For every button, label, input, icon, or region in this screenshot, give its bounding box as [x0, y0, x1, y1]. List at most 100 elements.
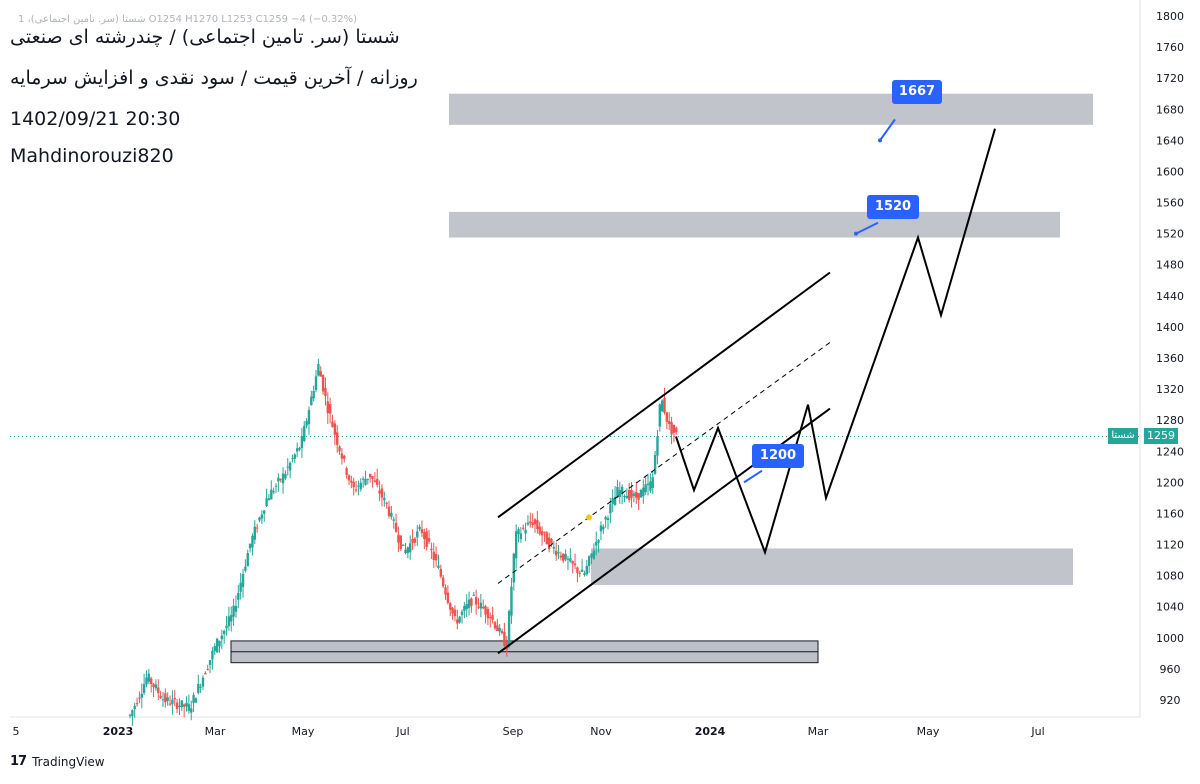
y-tick-label: 1720 [1156, 72, 1184, 85]
x-tick-label: Jul [395, 725, 409, 738]
candle-body [241, 573, 245, 588]
candle-body [514, 531, 518, 559]
candle-body [559, 555, 563, 558]
candle-body [606, 518, 610, 520]
candle-body [145, 677, 148, 685]
x-tick-label: Mar [205, 725, 226, 738]
candle-body [620, 486, 624, 495]
candle-body [660, 400, 664, 412]
candle-body [321, 375, 325, 392]
projection-path [675, 128, 996, 556]
candle-body [663, 398, 666, 413]
candle-body [338, 446, 341, 452]
candle-body [470, 598, 473, 606]
candle-body [364, 478, 367, 485]
price-zone [449, 211, 1060, 238]
candle-body [237, 592, 240, 600]
candle-body [185, 702, 188, 707]
channel-anchor-dot [586, 514, 592, 521]
candle-body [350, 480, 353, 483]
tradingview-logo[interactable]: 17 TradingView [10, 754, 105, 769]
candle-body [446, 592, 450, 603]
candle-body [222, 630, 226, 635]
candle-body [482, 606, 485, 609]
x-tick-label: Jul [1030, 725, 1044, 738]
candle-body [246, 552, 249, 567]
candle-body [154, 684, 158, 689]
candle-body [201, 677, 205, 687]
chart-title: شستا (سر. تامین اجتماعی) / چندرشته ای صن… [10, 26, 400, 48]
candle-body [399, 535, 402, 549]
candle-body [142, 684, 146, 693]
candle-body [138, 697, 141, 699]
candle-body [397, 534, 400, 543]
candle-body [552, 547, 556, 549]
y-tick-label: 1640 [1156, 134, 1184, 147]
y-tick-label: 1080 [1156, 570, 1184, 583]
chart-datetime: 1402/09/21 20:30 [10, 108, 181, 130]
y-tick-label: 1440 [1156, 290, 1184, 303]
candle-body [642, 487, 645, 497]
candle-body [333, 423, 337, 435]
candle-body [208, 659, 212, 666]
candle-body [658, 404, 662, 427]
y-tick-label: 1560 [1156, 197, 1184, 210]
candle-body [526, 522, 530, 525]
candle-body [444, 587, 447, 595]
candle-body [484, 606, 487, 615]
candle-body [171, 699, 174, 705]
x-tick-label: 2023 [103, 725, 134, 738]
candle-body [314, 376, 318, 390]
candle-body [376, 478, 379, 485]
candle-body [453, 609, 457, 616]
candle-body [300, 435, 304, 448]
candle-body [394, 522, 398, 532]
candle-body [354, 489, 358, 491]
candle-body [175, 702, 179, 710]
candle-body [383, 497, 386, 501]
target-label-1520[interactable]: 1520 [867, 195, 919, 219]
candle-body [248, 543, 252, 549]
candle-body [326, 401, 329, 414]
candle-body [197, 683, 200, 693]
candle-body [401, 544, 405, 546]
candle-body [373, 480, 377, 482]
candle-body [550, 539, 553, 544]
x-tick-label: 2024 [695, 725, 726, 738]
candle-body [635, 491, 638, 498]
candle-body [218, 640, 221, 647]
candle-body [493, 622, 497, 629]
candle-body [460, 611, 464, 615]
candle-body [595, 541, 598, 546]
candle-body [668, 421, 671, 424]
y-tick-label: 1160 [1156, 507, 1184, 520]
target-label-1200[interactable]: 1200 [752, 444, 804, 468]
candle-body [340, 453, 344, 459]
target-label-1667[interactable]: 1667 [892, 80, 942, 104]
candle-body [623, 496, 626, 498]
candle-body [336, 432, 339, 446]
candle-body [616, 486, 619, 498]
tradingview-brand: TradingView [32, 754, 105, 769]
candle-body [279, 479, 282, 481]
candle-body [293, 454, 297, 459]
candle-body [441, 577, 445, 587]
candle-body [430, 548, 433, 551]
candle-body [182, 704, 186, 707]
candle-body [599, 525, 603, 532]
candle-body [456, 619, 459, 624]
candle-body [613, 496, 617, 506]
candle-body [519, 533, 523, 540]
candle-body [416, 531, 419, 538]
candle-body [644, 484, 647, 493]
candle-body [580, 569, 584, 572]
candle-body [385, 502, 388, 504]
candle-body [366, 478, 370, 480]
candle-body [194, 698, 198, 703]
candle-body [307, 410, 311, 425]
candle-body [524, 529, 527, 534]
candle-body [128, 714, 132, 716]
candle-body [425, 531, 428, 548]
candle-body [529, 521, 532, 524]
candle-body [418, 526, 421, 530]
